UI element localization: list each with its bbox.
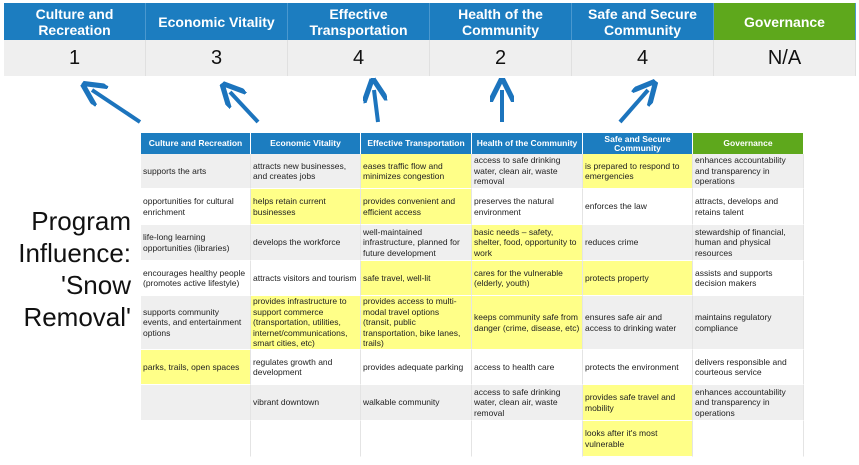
table-cell: maintains regulatory compliance xyxy=(693,296,804,350)
table-header: Health of the Community xyxy=(472,133,583,154)
table-cell: eases traffic flow and minimizes congest… xyxy=(361,154,472,189)
table-cell: opportunities for cultural enrichment xyxy=(141,189,251,225)
arrows xyxy=(0,0,859,124)
table-cell: enforces the law xyxy=(583,189,693,225)
summary-header: Health of the Community xyxy=(430,3,572,40)
criteria-table: Culture and Recreation Economic Vitality E… xyxy=(141,133,804,457)
table-cell: provides convenient and efficient access xyxy=(361,189,472,225)
table-cell: enhances accountability and transparency… xyxy=(693,154,804,189)
table-cell: stewardship of financial, human and phys… xyxy=(693,225,804,261)
table-cell xyxy=(141,385,251,421)
table-cell: is prepared to respond to emergencies xyxy=(583,154,693,189)
table-cell: supports community events, and entertain… xyxy=(141,296,251,350)
summary-value: 1 xyxy=(4,40,146,76)
summary-header: Safe and Secure Community xyxy=(572,3,714,40)
table-cell: regulates growth and development xyxy=(251,350,361,385)
table-cell: vibrant downtown xyxy=(251,385,361,421)
table-cell: access to safe drinking water, clean air… xyxy=(472,385,583,421)
table-cell: attracts, develops and retains talent xyxy=(693,189,804,225)
table-cell: protects the environment xyxy=(583,350,693,385)
table-cell: ensures safe air and access to drinking … xyxy=(583,296,693,350)
table-header: Economic Vitality xyxy=(251,133,361,154)
arrow-transportation xyxy=(374,90,378,123)
program-influence-label: Program Influence: 'Snow Removal' xyxy=(18,206,131,332)
table-cell: develops the workforce xyxy=(251,225,361,261)
summary-header: Economic Vitality xyxy=(146,3,288,40)
summary-table: Culture and Recreation Economic Vitality E… xyxy=(4,3,856,76)
table-cell xyxy=(251,421,361,457)
summary-header: Effective Transportation xyxy=(288,3,430,40)
table-cell: cares for the vulnerable (elderly, youth… xyxy=(472,261,583,296)
table-cell: attracts visitors and tourism xyxy=(251,261,361,296)
table-cell xyxy=(472,421,583,457)
summary-value: 3 xyxy=(146,40,288,76)
table-cell: preserves the natural environment xyxy=(472,189,583,225)
table-cell: walkable community xyxy=(361,385,472,421)
table-cell: encourages healthy people (promotes acti… xyxy=(141,261,251,296)
table-cell: assists and supports decision makers xyxy=(693,261,804,296)
table-cell xyxy=(693,421,804,457)
table-header: Culture and Recreation xyxy=(141,133,251,154)
table-cell xyxy=(361,421,472,457)
summary-value: N/A xyxy=(714,40,856,76)
arrow-safe xyxy=(618,90,648,124)
table-cell: attracts new businesses, and creates job… xyxy=(251,154,361,189)
table-header: Governance xyxy=(693,133,804,154)
summary-value: 4 xyxy=(572,40,714,76)
arrow-culture xyxy=(92,90,142,124)
table-cell: reduces crime xyxy=(583,225,693,261)
summary-header: Culture and Recreation xyxy=(4,3,146,40)
table-cell: delivers responsible and courteous servi… xyxy=(693,350,804,385)
table-cell: looks after it's most vulnerable xyxy=(583,421,693,457)
table-cell: provides safe travel and mobility xyxy=(583,385,693,421)
table-cell: enhances accountability and transparency… xyxy=(693,385,804,421)
table-cell: safe travel, well-lit xyxy=(361,261,472,296)
table-header: Safe and Secure Community xyxy=(583,133,693,154)
summary-header: Governance xyxy=(714,3,856,40)
table-cell: life-long learning opportunities (librar… xyxy=(141,225,251,261)
table-cell: provides infrastructure to support comme… xyxy=(251,296,361,350)
table-cell: basic needs – safety, shelter, food, opp… xyxy=(472,225,583,261)
summary-value: 4 xyxy=(288,40,430,76)
arrow-economic xyxy=(230,92,260,124)
table-cell: supports the arts xyxy=(141,154,251,189)
table-cell: well-maintained infrastructure, planned … xyxy=(361,225,472,261)
table-cell xyxy=(141,421,251,457)
summary-value: 2 xyxy=(430,40,572,76)
table-cell: parks, trails, open spaces xyxy=(141,350,251,385)
table-header: Effective Transportation xyxy=(361,133,472,154)
table-cell: keeps community safe from danger (crime,… xyxy=(472,296,583,350)
table-cell: access to health care xyxy=(472,350,583,385)
table-cell: helps retain current businesses xyxy=(251,189,361,225)
table-cell: protects property xyxy=(583,261,693,296)
table-cell: access to safe drinking water, clean air… xyxy=(472,154,583,189)
table-cell: provides access to multi-modal travel op… xyxy=(361,296,472,350)
table-cell: provides adequate parking xyxy=(361,350,472,385)
